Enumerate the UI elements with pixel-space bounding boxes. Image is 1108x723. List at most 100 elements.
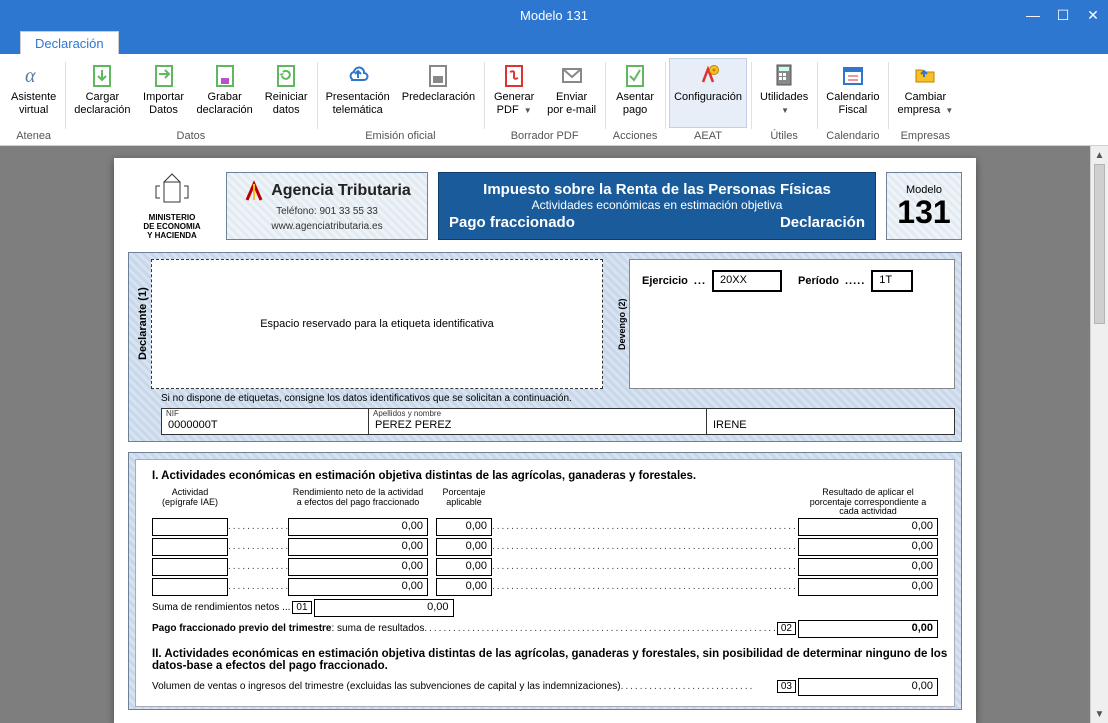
pdf-icon [500,61,528,89]
folder-icon [911,61,939,89]
iae-field[interactable] [152,538,228,556]
apellidos-field[interactable]: PEREZ PEREZ [369,418,706,434]
ribbon-btn-asentar[interactable]: Asentarpago [609,58,661,128]
activity-row: ..............0,000,00..................… [152,557,938,577]
ribbon-btn-grabar[interactable]: Grabardeclaración [192,58,258,128]
sec2-title: II. Actividades económicas en estimación… [152,648,948,672]
minimize-button[interactable]: — [1018,0,1048,30]
alpha-icon: α [20,61,48,89]
ribbon-btn-genpdf[interactable]: GenerarPDF ▼ [488,58,540,128]
agencia-tel: Teléfono: 901 33 55 33 [276,206,378,217]
ribbon-group-label-acciones: Acciones [613,128,658,146]
ribbon-btn-predecl[interactable]: Predeclaración [397,58,480,128]
window-title: Modelo 131 [520,8,588,23]
activity-row: ..............0,000,00..................… [152,537,938,557]
vertical-scrollbar[interactable]: ▲ ▼ [1090,146,1108,723]
ribbon-btn-calfiscal[interactable]: CalendarioFiscal [821,58,884,128]
porcentaje-field[interactable]: 0,00 [436,578,492,596]
ribbon-group-label-atenea: Atenea [16,128,51,146]
ribbon-btn-cambiar[interactable]: Cambiarempresa ▼ [892,58,958,128]
import-icon [150,61,178,89]
ribbon-group-empresas: Cambiarempresa ▼Empresas [888,58,962,145]
titlebar: Modelo 131 — ☐ ✕ [0,0,1108,30]
rendimiento-field[interactable]: 0,00 [288,558,428,576]
reset-icon [272,61,300,89]
calc-icon [770,61,798,89]
check-icon [621,61,649,89]
rendimiento-field[interactable]: 0,00 [288,518,428,536]
main-title-block: Impuesto sobre la Renta de las Personas … [438,172,876,240]
chevron-down-icon: ▼ [524,106,532,115]
casilla-02-tag: 02 [777,622,796,635]
sec1-title: I. Actividades económicas en estimación … [152,470,948,482]
activity-row: ..............0,000,00..................… [152,517,938,537]
agencia-url: www.agenciatributaria.es [271,221,382,232]
ribbon-group-label-emision: Emisión oficial [365,128,435,146]
ribbon-btn-pres-tele[interactable]: Presentacióntelemática [321,58,395,128]
tab-declaracion[interactable]: Declaración [20,31,119,55]
rendimiento-field[interactable]: 0,00 [288,578,428,596]
maximize-button[interactable]: ☐ [1048,0,1078,30]
ribbon-btn-config[interactable]: Configuración [669,58,747,128]
nif-field[interactable]: 0000000T [162,418,368,434]
etiqueta-area: Espacio reservado para la etiqueta ident… [151,259,603,389]
ejercicio-field[interactable]: 20XX [712,270,782,292]
rendimiento-field[interactable]: 0,00 [288,538,428,556]
resultado-field[interactable]: 0,00 [798,518,938,536]
ribbon-group-aeat: ConfiguraciónAEAT [665,58,751,145]
ribbon-group-label-empresas: Empresas [901,128,951,146]
form-page: MINISTERIO DE ECONOMIA Y HACIENDA Agenci… [114,158,976,723]
ribbon-group-label-calendario: Calendario [826,128,879,146]
porcentaje-field[interactable]: 0,00 [436,518,492,536]
casilla-01[interactable]: 0,00 [314,599,454,617]
ribbon-group-calendario: CalendarioFiscalCalendario [817,58,888,145]
ribbon-group-label-utiles: Útiles [770,128,798,146]
casilla-03[interactable]: 0,00 [798,678,938,696]
devengo-label: Devengo (2) [615,259,629,389]
svg-text:α: α [25,65,36,87]
iae-field[interactable] [152,578,228,596]
modelo-block: Modelo 131 [886,172,962,240]
gear-icon [694,61,722,89]
iae-field[interactable] [152,518,228,536]
ribbon: αAsistentevirtualAteneaCargardeclaración… [0,54,1108,146]
ribbon-btn-reiniciar[interactable]: Reiniciardatos [260,58,313,128]
ribbon-group-label-aeat: AEAT [694,128,722,146]
ribbon-tabs: Declaración [0,30,1108,54]
periodo-label: Período [798,275,839,287]
print-icon [424,61,452,89]
periodo-field[interactable]: 1T [871,270,913,292]
iae-field[interactable] [152,558,228,576]
agencia-logo-icon [243,180,265,202]
scroll-down-icon[interactable]: ▼ [1091,705,1108,723]
ribbon-group-atenea: αAsistentevirtualAtenea [2,58,65,145]
resultado-field[interactable]: 0,00 [798,578,938,596]
scroll-up-icon[interactable]: ▲ [1091,146,1108,164]
ministerio-block: MINISTERIO DE ECONOMIA Y HACIENDA [128,172,216,240]
ribbon-btn-asistente[interactable]: αAsistentevirtual [6,58,61,128]
load-icon [88,61,116,89]
ribbon-group-acciones: AsentarpagoAcciones [605,58,665,145]
porcentaje-field[interactable]: 0,00 [436,538,492,556]
ribbon-btn-utilidades[interactable]: Utilidades ▼ [755,58,813,128]
activity-row: ..............0,000,00..................… [152,577,938,597]
porcentaje-field[interactable]: 0,00 [436,558,492,576]
casilla-02[interactable]: 0,00 [798,620,938,638]
resultado-field[interactable]: 0,00 [798,558,938,576]
save-icon [211,61,239,89]
chevron-down-icon: ▼ [945,106,953,115]
scroll-thumb[interactable] [1094,164,1105,324]
chevron-down-icon: ▼ [781,106,789,115]
ejercicio-label: Ejercicio [642,275,688,287]
nombre-field[interactable]: IRENE [707,418,954,434]
ribbon-btn-cargar[interactable]: Cargardeclaración [69,58,135,128]
ribbon-group-utiles: Utilidades ▼Útiles [751,58,817,145]
close-button[interactable]: ✕ [1078,0,1108,30]
casilla-03-tag: 03 [777,680,796,693]
declarante-label: Declarante (1) [135,259,151,389]
ribbon-btn-importar[interactable]: ImportarDatos [138,58,190,128]
ribbon-group-label-datos: Datos [177,128,206,146]
ribbon-btn-email[interactable]: Enviarpor e-mail [542,58,601,128]
mail-icon [558,61,586,89]
resultado-field[interactable]: 0,00 [798,538,938,556]
